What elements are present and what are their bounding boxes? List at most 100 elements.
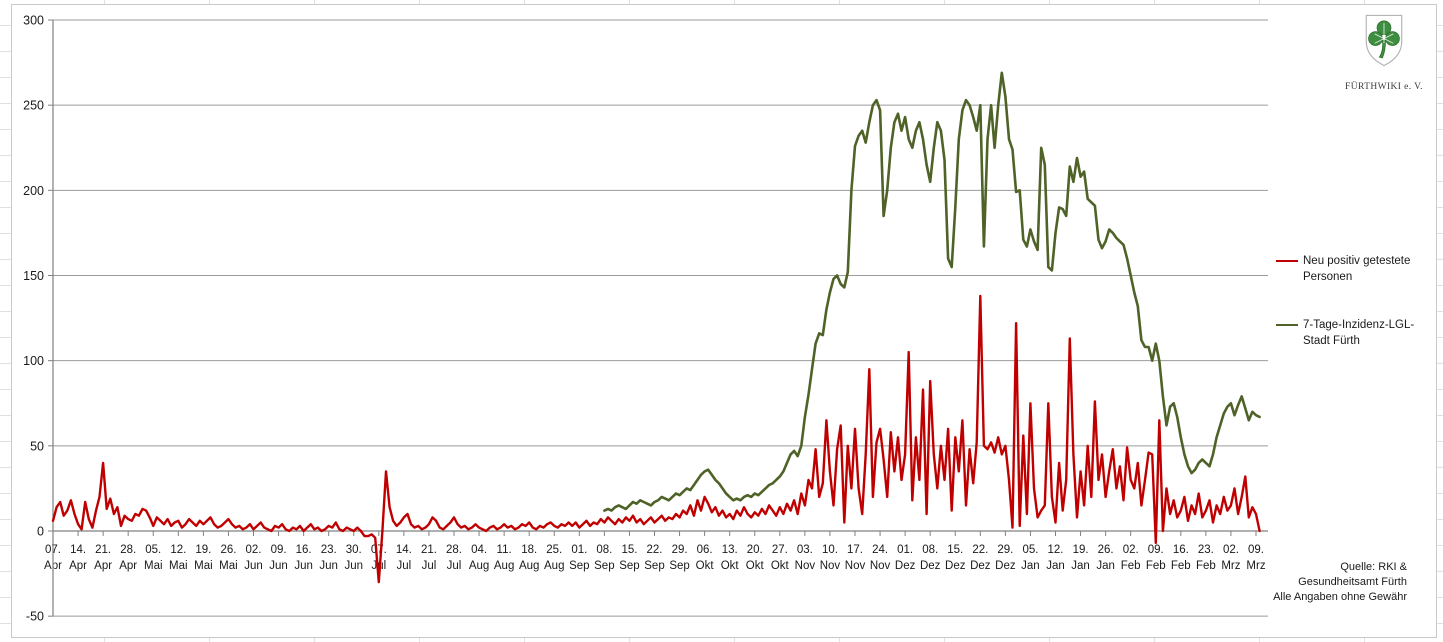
x-axis-label-month: Nov [845, 560, 866, 572]
x-axis-label-month: Dez [920, 560, 941, 572]
x-axis-label-month: Apr [119, 560, 137, 572]
x-axis-label-day: 25. [546, 544, 562, 556]
x-axis-label-month: Jun [244, 560, 263, 572]
x-axis-label-day: 27. [772, 544, 788, 556]
x-axis-label-day: 09. [1248, 544, 1264, 556]
legend-label: 7-Tage-Inzidenz-LGL- Stadt Fürth [1303, 317, 1414, 349]
x-axis-label-day: 28. [446, 544, 462, 556]
x-axis-label-day: 30. [346, 544, 362, 556]
x-axis-label-month: Nov [820, 560, 841, 572]
x-axis-label-month: Feb [1171, 560, 1191, 572]
x-axis-label-day: 13. [722, 544, 738, 556]
x-axis-label-month: Okt [696, 560, 715, 572]
x-axis-label-month: Jan [1071, 560, 1090, 572]
x-axis-label-day: 05. [1022, 544, 1038, 556]
legend-label-line: Stadt Fürth [1303, 335, 1360, 347]
x-axis-label-day: 03. [797, 544, 813, 556]
x-axis-label-month: Mai [194, 560, 213, 572]
legend-swatch-red-line [1276, 260, 1298, 262]
x-axis-label-day: 06. [697, 544, 713, 556]
x-axis-label-month: Aug [544, 560, 564, 572]
x-axis-label-day: 08. [922, 544, 938, 556]
x-axis-label-day: 24. [872, 544, 888, 556]
legend-label-line: Neu positiv getestete [1303, 255, 1411, 267]
x-axis-label-month: Jun [294, 560, 313, 572]
x-axis-label-day: 14. [396, 544, 412, 556]
x-axis-label-day: 28. [120, 544, 136, 556]
x-axis-label-month: Jun [319, 560, 338, 572]
x-axis-label-day: 26. [1098, 544, 1114, 556]
x-axis-label-day: 23. [1198, 544, 1214, 556]
x-axis-label-day: 19. [1073, 544, 1089, 556]
x-axis-label-day: 15. [947, 544, 963, 556]
x-axis-label-day: 15. [621, 544, 637, 556]
x-axis-label-day: 07. [371, 544, 387, 556]
source-note: Quelle: RKI & Gesundheitsamt Fürth Alle … [1273, 560, 1407, 605]
x-axis-label-month: Feb [1121, 560, 1141, 572]
x-axis-label-day: 02. [1123, 544, 1139, 556]
x-axis-label-month: Dez [970, 560, 991, 572]
y-axis-label: 300 [23, 14, 44, 28]
x-axis-label-month: Dez [995, 560, 1016, 572]
y-axis-label: 250 [23, 99, 44, 113]
series-line-0 [51, 294, 1261, 584]
x-axis-label-day: 23. [321, 544, 337, 556]
x-axis-label-month: Aug [494, 560, 514, 572]
x-axis-label-day: 12. [1048, 544, 1064, 556]
x-axis-label-day: 01. [571, 544, 587, 556]
y-axis-label: -50 [26, 610, 44, 624]
x-axis-label-month: Jun [269, 560, 288, 572]
x-axis-label-day: 16. [296, 544, 312, 556]
x-axis-label-month: Jan [1046, 560, 1065, 572]
x-axis-label-day: 29. [997, 544, 1013, 556]
x-axis-label-day: 09. [271, 544, 287, 556]
y-axis-label: 0 [37, 525, 44, 539]
x-axis-label-day: 21. [421, 544, 437, 556]
x-axis-label-month: Aug [519, 560, 539, 572]
x-axis-label-day: 19. [195, 544, 211, 556]
series-line-1 [603, 71, 1261, 512]
x-axis-label-month: Sep [594, 560, 614, 572]
x-axis-label-day: 16. [1173, 544, 1189, 556]
x-axis-label-day: 01. [897, 544, 913, 556]
logo-caption: FÜRTHWIKI e. V. [1345, 82, 1423, 92]
legend-item-incidence: 7-Tage-Inzidenz-LGL- Stadt Fürth [1276, 317, 1443, 349]
x-axis-label-month: Nov [795, 560, 816, 572]
x-axis-label-day: 04. [471, 544, 487, 556]
x-axis-label-month: Sep [644, 560, 664, 572]
x-axis-label-month: Dez [895, 560, 916, 572]
x-axis-label-day: 10. [822, 544, 838, 556]
x-axis-label-day: 22. [647, 544, 663, 556]
x-axis-label-month: Jul [422, 560, 437, 572]
x-axis-label-month: Sep [569, 560, 589, 572]
x-axis-label-day: 17. [847, 544, 863, 556]
fuerthwiki-logo: FÜRTHWIKI e. V. [1338, 12, 1430, 92]
x-axis-label-day: 02. [246, 544, 262, 556]
x-axis-label-day: 08. [596, 544, 612, 556]
legend-item-new-positives: Neu positiv getestete Personen [1276, 253, 1443, 285]
x-axis-label-day: 11. [497, 544, 512, 556]
y-axis-label: 200 [23, 184, 44, 198]
x-axis-label-day: 18. [521, 544, 537, 556]
x-axis-label-month: Mai [219, 560, 238, 572]
x-axis-label-month: Apr [94, 560, 112, 572]
x-axis-label-month: Okt [771, 560, 790, 572]
x-axis-label-month: Jul [447, 560, 462, 572]
x-axis-label-month: Nov [870, 560, 891, 572]
x-axis-label-month: Feb [1146, 560, 1166, 572]
shield-clover-icon [1365, 14, 1403, 67]
x-axis-label-day: 26. [220, 544, 236, 556]
x-axis-label-month: Okt [721, 560, 740, 572]
x-axis-label-day: 14. [70, 544, 86, 556]
x-axis-label-month: Aug [469, 560, 489, 572]
x-axis-label-day: 02. [1223, 544, 1239, 556]
y-axis-label: 100 [23, 354, 44, 368]
x-axis-label-month: Mrz [1246, 560, 1265, 572]
x-axis-label-month: Apr [69, 560, 87, 572]
x-axis-label-month: Dez [945, 560, 966, 572]
source-note-line: Quelle: RKI & [1340, 561, 1407, 573]
x-axis-label-day: 22. [972, 544, 988, 556]
legend-swatch-green-line [1276, 324, 1298, 326]
chart-container [11, 4, 1437, 638]
